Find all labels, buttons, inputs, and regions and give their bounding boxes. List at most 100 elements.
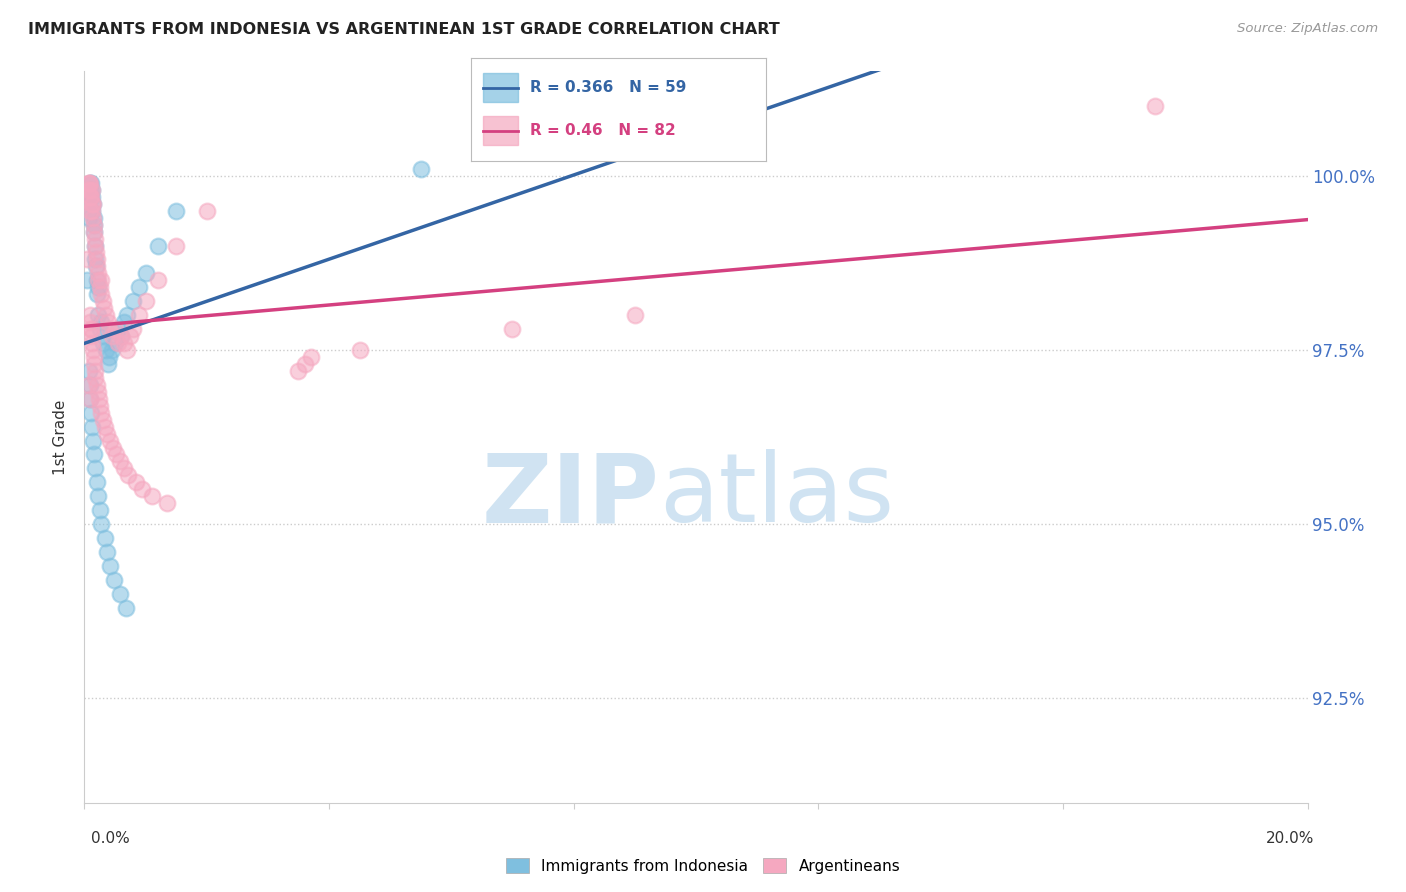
- Point: [104, 322, 127, 336]
- Point: [97, 357, 120, 371]
- Point: [79, 392, 101, 406]
- Point: [90, 406, 112, 420]
- Point: [91, 412, 114, 426]
- Point: [84, 252, 107, 267]
- Point: [125, 475, 148, 490]
- Point: [77, 377, 100, 392]
- Point: [96, 545, 118, 559]
- Point: [131, 483, 153, 497]
- Text: IMMIGRANTS FROM INDONESIA VS ARGENTINEAN 1ST GRADE CORRELATION CHART: IMMIGRANTS FROM INDONESIA VS ARGENTINEAN…: [28, 22, 780, 37]
- Point: [299, 350, 322, 364]
- Point: [115, 343, 138, 357]
- Point: [502, 322, 524, 336]
- Point: [80, 190, 103, 204]
- Point: [80, 176, 103, 190]
- Point: [107, 336, 129, 351]
- Point: [79, 308, 101, 322]
- Point: [77, 183, 100, 197]
- Point: [93, 329, 115, 343]
- Text: R = 0.46   N = 82: R = 0.46 N = 82: [530, 123, 676, 138]
- Point: [83, 231, 105, 245]
- Point: [82, 336, 104, 351]
- Point: [84, 245, 107, 260]
- Point: [77, 176, 100, 190]
- Point: [79, 183, 101, 197]
- Point: [80, 322, 103, 336]
- Point: [77, 183, 100, 197]
- Point: [79, 190, 101, 204]
- Point: [76, 273, 98, 287]
- Point: [165, 203, 187, 218]
- Point: [101, 441, 124, 455]
- Point: [82, 434, 104, 448]
- Point: [79, 203, 101, 218]
- Point: [96, 426, 118, 441]
- Point: [115, 600, 138, 615]
- Point: [80, 183, 103, 197]
- Point: [97, 350, 120, 364]
- Point: [89, 280, 111, 294]
- Point: [79, 392, 101, 406]
- Text: 0.0%: 0.0%: [91, 831, 131, 846]
- Point: [108, 587, 131, 601]
- Point: [105, 448, 128, 462]
- Point: [107, 322, 129, 336]
- Point: [108, 454, 131, 468]
- Text: ZIP: ZIP: [481, 449, 659, 542]
- Point: [87, 384, 110, 399]
- Point: [195, 203, 218, 218]
- Point: [1143, 99, 1166, 113]
- Point: [135, 294, 157, 309]
- Point: [87, 273, 110, 287]
- Point: [79, 315, 101, 329]
- Point: [97, 322, 120, 336]
- Point: [83, 357, 105, 371]
- Point: [112, 315, 135, 329]
- Point: [90, 273, 112, 287]
- Point: [77, 364, 100, 378]
- Point: [87, 266, 110, 280]
- Point: [83, 211, 105, 225]
- Point: [86, 475, 108, 490]
- Point: [287, 364, 309, 378]
- Point: [98, 434, 121, 448]
- Point: [83, 225, 105, 239]
- Point: [94, 419, 117, 434]
- Point: [77, 211, 100, 225]
- Point: [101, 329, 124, 343]
- Point: [83, 218, 105, 232]
- Point: [82, 203, 104, 218]
- Point: [80, 196, 103, 211]
- Point: [79, 176, 101, 190]
- Point: [110, 329, 132, 343]
- Point: [98, 558, 121, 573]
- Point: [112, 336, 135, 351]
- Point: [79, 190, 101, 204]
- Point: [128, 280, 150, 294]
- Point: [86, 377, 108, 392]
- Point: [294, 357, 316, 371]
- Point: [97, 315, 120, 329]
- Point: [165, 238, 187, 252]
- Bar: [482, 73, 519, 102]
- Point: [82, 211, 104, 225]
- Point: [89, 322, 111, 336]
- Point: [104, 336, 127, 351]
- Point: [76, 252, 98, 267]
- Point: [93, 531, 115, 545]
- Point: [120, 329, 142, 343]
- Point: [83, 364, 105, 378]
- Point: [86, 260, 108, 274]
- Bar: [482, 117, 519, 145]
- Point: [103, 573, 125, 587]
- Point: [82, 203, 104, 218]
- Text: atlas: atlas: [659, 449, 894, 542]
- Point: [93, 301, 115, 316]
- Point: [80, 322, 103, 336]
- Point: [146, 273, 169, 287]
- Point: [146, 238, 169, 252]
- Point: [83, 448, 105, 462]
- Point: [83, 350, 105, 364]
- Point: [87, 489, 110, 503]
- Point: [83, 225, 105, 239]
